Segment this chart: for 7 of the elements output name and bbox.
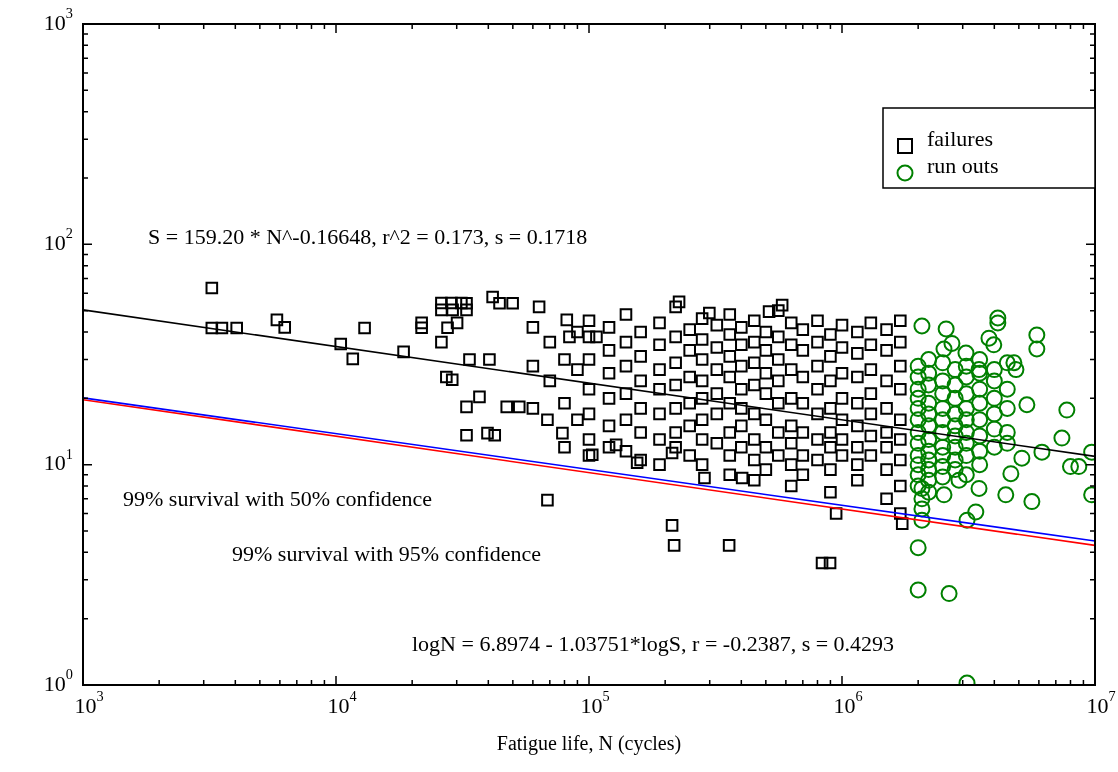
x-axis-title: Fatigue life, N (cycles) — [496, 732, 682, 756]
annotation: 99% survival with 50% confidence — [123, 485, 433, 511]
annotation: 99% survival with 95% confidence — [232, 540, 542, 566]
legend-label: run outs — [927, 152, 999, 178]
annotation: logN = 6.8974 - 1.03751*logS, r = -0.2387, s = 0.4293 — [412, 630, 895, 656]
annotation: S = 159.20 * N^-0.16648, r^2 = 0.173, s = 0.1718 — [148, 223, 588, 249]
legend-label: failures — [927, 125, 993, 151]
